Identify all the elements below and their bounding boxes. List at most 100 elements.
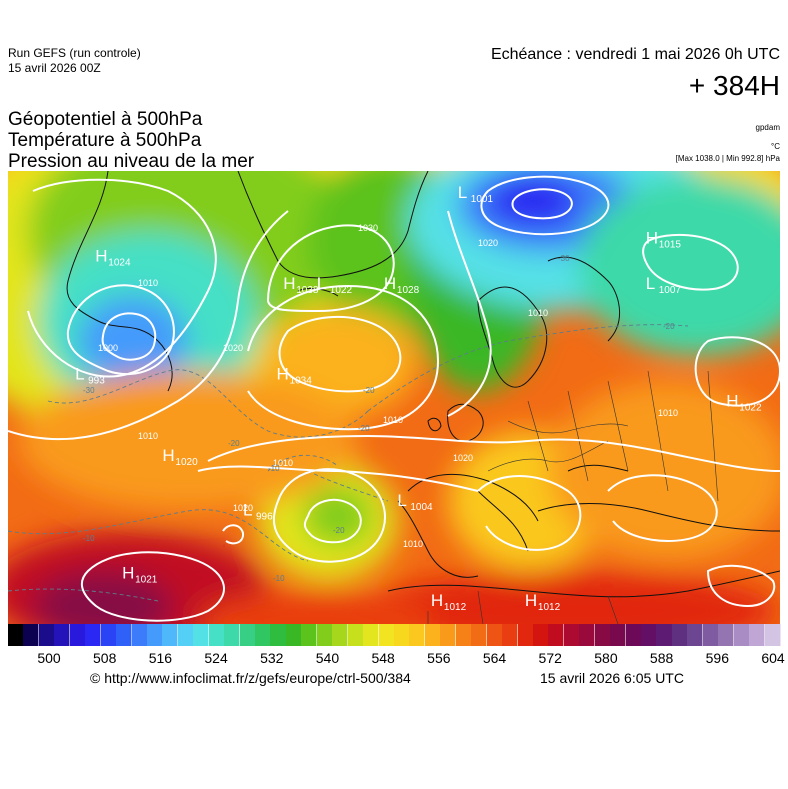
parameter-temperature: Température à 500hPa — [8, 130, 202, 151]
colorbar-cell — [301, 624, 318, 646]
colorbar-cell — [146, 624, 163, 646]
pressure-center-high: H 1012 — [525, 591, 561, 613]
pressure-center-high: H 1034 — [277, 364, 313, 386]
temperature-label: -20 — [663, 322, 675, 331]
colorbar-cell — [424, 624, 441, 646]
colorbar-cell — [332, 624, 349, 646]
colorbar-cell — [641, 624, 658, 646]
colorbar-cell — [162, 624, 179, 646]
colorbar-cell — [23, 624, 40, 646]
pressure-center-high: H 1020 — [162, 446, 198, 468]
colorbar-cell — [116, 624, 133, 646]
colorbar-cell — [208, 624, 225, 646]
pressure-center-value: 1015 — [659, 239, 682, 250]
colorbar-cell — [177, 624, 194, 646]
colorbar-cell — [764, 624, 781, 646]
colorbar-cell — [85, 624, 102, 646]
colorbar-tick-label: 548 — [371, 650, 395, 666]
colorbar-cell — [733, 624, 750, 646]
copyright-link[interactable]: © http://www.infoclimat.fr/z/gefs/europe… — [90, 670, 411, 686]
pressure-center-value: 1022 — [739, 403, 762, 414]
pressure-center-type: H — [525, 591, 537, 610]
parameter-geopotential: Géopotentiel à 500hPa — [8, 109, 203, 130]
borders — [427, 370, 719, 624]
temperature-labels: -30 -20 -20 -20 -20 -10 -10 -10 -20 -30 — [83, 254, 675, 583]
pressure-center-type: H — [726, 392, 738, 411]
run-title: Run GEFS (run controle) — [8, 46, 141, 60]
pressure-center-high: H 1024 — [95, 247, 131, 269]
colorbar-cell — [532, 624, 549, 646]
colorbar-tick-label: 532 — [260, 650, 284, 666]
colorbar-cell — [8, 624, 25, 646]
colorbar-labels: 500 508 516 524 532 540 548 556 564 572 580 588 596 6… — [8, 650, 784, 666]
colorbar-cell — [347, 624, 364, 646]
colorbar-cell — [749, 624, 766, 646]
pressure-center-type: L — [317, 274, 326, 293]
colorbar-tick-label: 524 — [204, 650, 228, 666]
colorbar-cell — [517, 624, 534, 646]
colorbar-cell — [316, 624, 333, 646]
colorbar-cell — [394, 624, 411, 646]
pressure-center-low: L 1007 — [646, 274, 682, 296]
temperature-label: -30 — [83, 386, 95, 395]
colorbar-cell — [239, 624, 256, 646]
unit-temperature: °C — [771, 142, 780, 151]
temperature-label: -10 — [273, 574, 285, 583]
pressure-center-type: H — [162, 446, 174, 465]
colorbar-cell — [702, 624, 719, 646]
pressure-center-high: H 1038 — [283, 274, 319, 296]
pressure-center-low: L 1022 — [317, 274, 353, 296]
colorbar-tick-label: 500 — [37, 650, 61, 666]
pressure-center-high: H 1022 — [726, 392, 762, 414]
temperature-label: -20 — [228, 439, 240, 448]
run-date: 15 avril 2026 00Z — [8, 61, 101, 75]
colorbar-tick-label: 540 — [315, 650, 340, 666]
forecast-valid-time: Echéance : vendredi 1 mai 2026 0h UTC — [490, 46, 780, 63]
colorbar-cell — [100, 624, 117, 646]
pressure-center-high: H 1015 — [646, 228, 682, 250]
pressure-center-type: L — [458, 183, 467, 202]
colorbar-cell — [594, 624, 611, 646]
parameter-pressure: Pression au niveau de la mer — [8, 151, 255, 172]
colorbar-cell — [687, 624, 704, 646]
pressure-center-value: 1001 — [471, 194, 494, 205]
colorbar-cell — [502, 624, 519, 646]
colorbar-tick-label: 508 — [93, 650, 117, 666]
pressure-center-high: H 1012 — [431, 591, 467, 613]
isobar-labels: 1000 1010 1020 1030 1010 1020 1010 1010 1020 1010… — [98, 223, 678, 549]
pressure-center-value: 1022 — [330, 285, 353, 296]
isobars — [8, 175, 780, 622]
colorbar-cell — [363, 624, 380, 646]
colorbar-tick-label: 604 — [761, 650, 785, 666]
colorbar-cell — [548, 624, 565, 646]
pressure-center-low: L 993 — [75, 364, 105, 386]
pressure-center-type: H — [95, 247, 107, 266]
pressure-center-type: L — [646, 274, 655, 293]
colorbar-cell — [378, 624, 395, 646]
pressure-center-value: 1034 — [290, 375, 313, 386]
pressure-center-value: 1028 — [397, 285, 420, 296]
pressure-range: [Max 1038.0 | Min 992.8] hPa — [675, 154, 780, 163]
pressure-center-high: H 1028 — [384, 274, 420, 296]
colorbar-cell — [718, 624, 735, 646]
pressure-center-value: 1020 — [175, 457, 198, 468]
pressure-center-value: 996 — [256, 511, 273, 522]
isobar-label: 1010 — [138, 278, 158, 288]
pressure-center-low: L 1001 — [458, 183, 494, 205]
isobar-label: 1010 — [528, 308, 548, 318]
pressure-center-type: H — [384, 274, 396, 293]
colorbar-cell — [193, 624, 210, 646]
temperature-contours — [8, 324, 689, 602]
colorbar-cell — [455, 624, 472, 646]
temperature-label: -10 — [268, 464, 280, 473]
isobar-label: 1030 — [358, 223, 378, 233]
colorbar-tick-label: 516 — [148, 650, 173, 666]
pressure-center-value: 993 — [88, 375, 105, 386]
colorbar-tick-label: 580 — [594, 650, 618, 666]
colorbar-cell — [563, 624, 580, 646]
colorbar-cell — [656, 624, 673, 646]
colorbar-cell — [579, 624, 596, 646]
geopotential-field — [8, 171, 780, 624]
